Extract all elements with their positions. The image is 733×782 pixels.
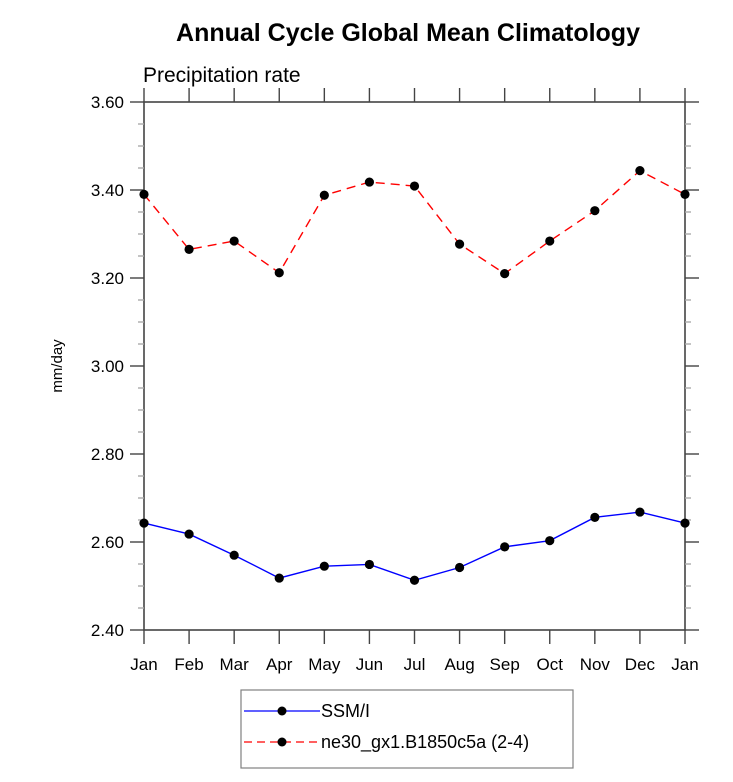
data-point [545, 236, 555, 246]
legend-marker-model [277, 737, 287, 747]
y-tick-label: 2.40 [91, 621, 124, 640]
data-point [184, 529, 194, 539]
series-0 [139, 507, 690, 585]
data-point [454, 562, 465, 573]
data-point [229, 550, 239, 560]
data-point [274, 268, 284, 278]
y-tick-label: 3.00 [91, 357, 124, 376]
x-tick-label: Nov [580, 655, 611, 674]
data-point [364, 177, 375, 187]
legend: SSM/I ne30_gx1.B1850c5a (2-4) [240, 689, 574, 769]
data-point [409, 575, 420, 585]
x-tick-label: May [308, 655, 341, 674]
data-point [364, 559, 375, 570]
data-point [545, 536, 555, 546]
y-axis-label: mm/day [49, 339, 66, 393]
x-tick-label: Jan [671, 655, 698, 674]
series-line [143, 511, 686, 582]
series-1 [139, 166, 690, 279]
data-point [500, 542, 510, 552]
data-point [590, 512, 600, 522]
x-tick-label: Sep [490, 655, 520, 674]
x-tick-label: Dec [625, 655, 656, 674]
y-tick-label: 2.60 [91, 533, 124, 552]
legend-label-ssmi: SSM/I [321, 701, 370, 721]
y-tick-label: 3.60 [91, 93, 124, 112]
x-tick-label: Oct [537, 655, 564, 674]
data-point [680, 518, 690, 528]
data-point [680, 189, 690, 199]
chart-title: Annual Cycle Global Mean Climatology [176, 19, 640, 47]
legend-box [240, 689, 574, 769]
x-tick-label: Aug [444, 655, 474, 674]
x-tick-label: Jan [130, 655, 157, 674]
chart-subtitle: Precipitation rate [143, 64, 301, 87]
data-point [319, 190, 329, 200]
x-tick-label: Jun [356, 655, 383, 674]
x-tick-label: Mar [220, 655, 250, 674]
x-tick-label: Feb [174, 655, 203, 674]
data-point [635, 166, 645, 176]
data-point [139, 518, 149, 528]
y-tick-label: 3.40 [91, 181, 124, 200]
data-point [590, 206, 600, 216]
data-point [184, 244, 194, 254]
data-point [274, 573, 284, 583]
data-point [139, 189, 149, 199]
data-point [635, 507, 645, 517]
x-tick-label: Apr [266, 655, 293, 674]
legend-marker-ssmi [277, 706, 287, 716]
data-point [319, 561, 329, 571]
x-tick-label: Jul [404, 655, 426, 674]
y-tick-label: 3.20 [91, 269, 124, 288]
y-tick-label: 2.80 [91, 445, 124, 464]
data-point [454, 239, 465, 249]
series-layer [139, 166, 690, 585]
data-point [500, 269, 510, 279]
axes: 2.40 2.60 2.80 3.00 3.20 3.40 3.60 Jan Feb Mar Apr… [91, 88, 699, 674]
data-point [229, 236, 239, 246]
data-point [409, 181, 420, 191]
legend-label-model: ne30_gx1.B1850c5a (2-4) [321, 732, 529, 753]
